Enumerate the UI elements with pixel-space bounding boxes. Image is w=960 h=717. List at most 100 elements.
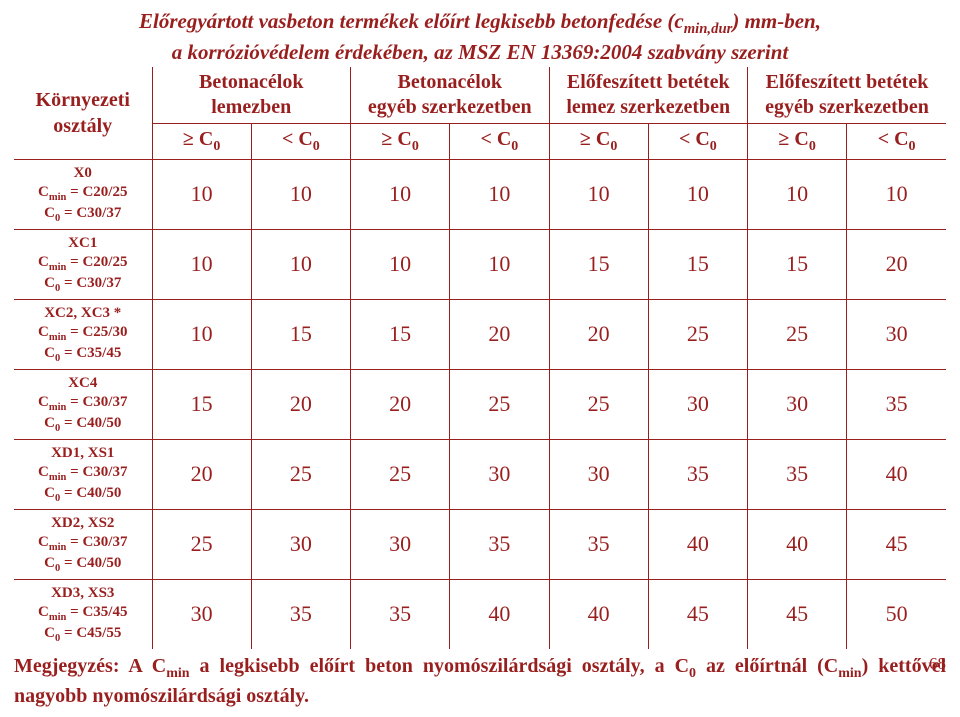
data-cell: 20 <box>450 299 549 369</box>
data-cell: 40 <box>648 509 747 579</box>
title-l1b: előírt legkisebb betonfedése (c <box>419 9 684 33</box>
title-line1: Előregyártott vasbeton termékek előírt l… <box>139 9 821 33</box>
table-row: X0Cmin = C20/25C0 = C30/3710101010101010… <box>14 159 946 229</box>
data-cell: 30 <box>648 369 747 439</box>
title-l1a: Előregyártott vasbeton termékek <box>139 9 419 33</box>
table-row: XC1Cmin = C20/25C0 = C30/371010101015151… <box>14 229 946 299</box>
data-cell: 25 <box>251 439 350 509</box>
data-cell: 10 <box>847 159 946 229</box>
data-cell: 20 <box>251 369 350 439</box>
data-cell: 20 <box>549 299 648 369</box>
row-label: XC1Cmin = C20/25C0 = C30/37 <box>14 229 152 299</box>
data-cell: 30 <box>748 369 847 439</box>
subhead-cell: < C0 <box>648 123 747 159</box>
data-cell: 10 <box>351 229 450 299</box>
data-cell: 15 <box>152 369 251 439</box>
data-cell: 30 <box>847 299 946 369</box>
data-cell: 35 <box>351 579 450 649</box>
data-cell: 30 <box>351 509 450 579</box>
g3b: lemez szerkezetben <box>566 96 730 118</box>
data-cell: 50 <box>847 579 946 649</box>
g4a: Előfeszített betétek <box>766 71 929 93</box>
note-c: az előírtnál (C <box>696 655 838 677</box>
data-cell: 40 <box>748 509 847 579</box>
data-cell: 30 <box>549 439 648 509</box>
row-label: XD1, XS1Cmin = C30/37C0 = C40/50 <box>14 439 152 509</box>
data-cell: 10 <box>748 159 847 229</box>
data-cell: 45 <box>648 579 747 649</box>
data-cell: 10 <box>251 229 350 299</box>
note: Megjegyzés: A Cmin a legkisebb előírt be… <box>14 653 946 709</box>
row-label: X0Cmin = C20/25C0 = C30/37 <box>14 159 152 229</box>
data-cell: 25 <box>748 299 847 369</box>
data-cell: 20 <box>351 369 450 439</box>
table-row: XD1, XS1Cmin = C30/37C0 = C40/5020252530… <box>14 439 946 509</box>
row-label: XC2, XC3 *Cmin = C25/30C0 = C35/45 <box>14 299 152 369</box>
data-cell: 35 <box>847 369 946 439</box>
title-l1sub: min,dur <box>684 21 733 37</box>
subhead-cell: ≥ C0 <box>748 123 847 159</box>
data-cell: 35 <box>748 439 847 509</box>
note-b: a legkisebb előírt beton nyomószilárdság… <box>190 655 690 677</box>
data-cell: 25 <box>152 509 251 579</box>
data-cell: 35 <box>648 439 747 509</box>
data-cell: 10 <box>450 229 549 299</box>
table-row: XD3, XS3Cmin = C35/45C0 = C45/5530353540… <box>14 579 946 649</box>
data-cell: 20 <box>152 439 251 509</box>
g2b: egyéb szerkezetben <box>368 96 532 118</box>
data-cell: 15 <box>251 299 350 369</box>
data-cell: 30 <box>450 439 549 509</box>
data-cell: 10 <box>648 159 747 229</box>
data-cell: 10 <box>152 159 251 229</box>
subhead-cell: < C0 <box>450 123 549 159</box>
data-cell: 30 <box>152 579 251 649</box>
table-row: XC4Cmin = C30/37C0 = C40/501520202525303… <box>14 369 946 439</box>
note-a: Megjegyzés: A C <box>14 655 166 677</box>
g2a: Betonacélok <box>398 71 502 93</box>
subhead-cell: ≥ C0 <box>152 123 251 159</box>
note-csub: min <box>838 666 861 681</box>
note-bsub: 0 <box>689 666 696 681</box>
data-cell: 15 <box>351 299 450 369</box>
row-label: XD2, XS2Cmin = C30/37C0 = C40/50 <box>14 509 152 579</box>
data-cell: 35 <box>251 579 350 649</box>
data-cell: 10 <box>152 229 251 299</box>
title-line2: a korrózióvédelem érdekében, az MSZ EN 1… <box>172 40 789 64</box>
data-cell: 45 <box>847 509 946 579</box>
data-cell: 40 <box>549 579 648 649</box>
g3a: Előfeszített betétek <box>567 71 730 93</box>
g1a: Betonacélok <box>199 71 303 93</box>
table-row: XC2, XC3 *Cmin = C25/30C0 = C35/45101515… <box>14 299 946 369</box>
data-cell: 40 <box>847 439 946 509</box>
data-cell: 25 <box>549 369 648 439</box>
group-header-3: Előfeszített betétek lemez szerkezetben <box>549 67 748 124</box>
note-asub: min <box>166 666 189 681</box>
data-cell: 25 <box>648 299 747 369</box>
env-header: Környezeti osztály <box>14 67 152 160</box>
data-cell: 15 <box>648 229 747 299</box>
data-cell: 45 <box>748 579 847 649</box>
g1b: lemezben <box>211 96 291 118</box>
subhead-cell: ≥ C0 <box>549 123 648 159</box>
subhead-cell: ≥ C0 <box>351 123 450 159</box>
data-cell: 10 <box>450 159 549 229</box>
subheader-row: ≥ C0 < C0 ≥ C0 < C0 ≥ C0 < C0 ≥ C0 < C0 <box>14 123 946 159</box>
group-header-1: Betonacélok lemezben <box>152 67 351 124</box>
data-cell: 40 <box>450 579 549 649</box>
row-label: XD3, XS3Cmin = C35/45C0 = C45/55 <box>14 579 152 649</box>
env-h1: Környezeti <box>36 89 130 111</box>
cover-table: Környezeti osztály Betonacélok lemezben … <box>14 67 946 649</box>
data-cell: 10 <box>351 159 450 229</box>
data-cell: 15 <box>549 229 648 299</box>
subhead-cell: < C0 <box>251 123 350 159</box>
data-cell: 30 <box>251 509 350 579</box>
page-number: 68 <box>929 653 946 675</box>
row-label: XC4Cmin = C30/37C0 = C40/50 <box>14 369 152 439</box>
env-h2: osztály <box>53 115 112 137</box>
data-cell: 10 <box>549 159 648 229</box>
subhead-cell: < C0 <box>847 123 946 159</box>
group-header-4: Előfeszített betétek egyéb szerkezetben <box>748 67 947 124</box>
data-cell: 10 <box>152 299 251 369</box>
data-cell: 10 <box>251 159 350 229</box>
title-l1c: ) mm-ben, <box>732 9 821 33</box>
